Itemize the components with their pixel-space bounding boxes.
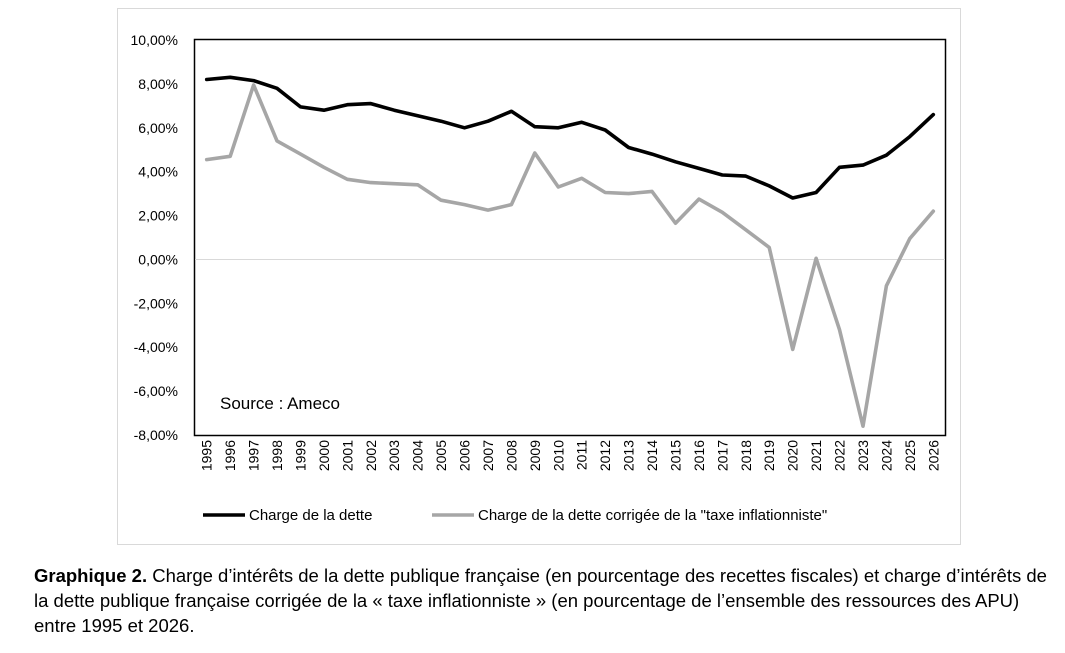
x-tick-label: 2019 (761, 440, 777, 471)
x-tick-label: 2012 (597, 440, 613, 471)
x-tick-label: 2004 (410, 440, 426, 471)
x-tick-label: 1997 (246, 440, 262, 471)
plot-area (193, 38, 947, 437)
caption-label: Graphique 2. (34, 565, 148, 586)
y-tick-label: 4,00% (138, 164, 178, 180)
legend: Charge de la dette Charge de la dette cor… (203, 507, 827, 524)
series-line-charge-de-la-dette (204, 75, 936, 200)
caption-text: Charge d’intérêts de la dette publique f… (34, 565, 1047, 636)
x-tick-label: 2026 (925, 440, 941, 471)
x-tick-label: 2005 (433, 440, 449, 471)
y-tick-label: -4,00% (134, 339, 178, 355)
x-tick-label: 2009 (527, 440, 543, 471)
x-tick-label: 1995 (199, 440, 215, 471)
x-tick-label: 2011 (574, 440, 590, 470)
x-tick-label: 2016 (691, 440, 707, 471)
x-tick-label: 2021 (808, 440, 824, 471)
y-tick-label: 2,00% (138, 208, 178, 224)
chart: 10,00% 8,00% 6,00% 4,00% 2,00% 0,00% -2,00% -4,… (117, 8, 961, 545)
x-tick-label: 1998 (269, 440, 285, 471)
legend-label: Charge de la dette (249, 507, 372, 524)
y-tick-label: -2,00% (134, 295, 178, 311)
x-tick-label: 2008 (503, 440, 519, 471)
x-tick-label: 2025 (902, 440, 918, 471)
x-tick-label: 2000 (316, 440, 332, 471)
y-tick-label: -8,00% (134, 427, 178, 443)
x-tick-label: 2003 (386, 440, 402, 471)
x-tick-label: 1996 (222, 440, 238, 471)
x-tick-label: 2001 (339, 440, 355, 471)
y-tick-label: 8,00% (138, 76, 178, 92)
x-tick-label: 2022 (832, 440, 848, 471)
x-tick-label: 2017 (714, 440, 730, 471)
figure-caption: Graphique 2. Charge d’intérêts de la det… (34, 563, 1054, 638)
y-tick-label: 6,00% (138, 120, 178, 136)
y-tick-label: 10,00% (131, 32, 178, 48)
x-tick-label: 2007 (480, 440, 496, 471)
y-tick-label: -6,00% (134, 383, 178, 399)
x-tick-label: 2018 (738, 440, 754, 471)
legend-label: Charge de la dette corrigée de la "taxe … (478, 507, 827, 524)
x-tick-label: 1999 (292, 440, 308, 471)
x-tick-label: 2024 (878, 440, 894, 471)
x-tick-label: 2006 (457, 440, 473, 471)
x-tick-label: 2013 (621, 440, 637, 471)
x-tick-label: 2002 (363, 440, 379, 471)
x-tick-label: 2015 (667, 440, 683, 471)
x-tick-label: 2023 (855, 440, 871, 471)
x-tick-label: 2020 (785, 440, 801, 471)
series-line-charge-corrigee (204, 83, 936, 429)
series-lines (204, 75, 936, 429)
source-annotation: Source : Ameco (220, 394, 340, 413)
x-axis-ticks: 1995 1996 1997 1998 1999 2000 2001 2002 2003 2004… (199, 440, 942, 471)
x-tick-label: 2010 (550, 440, 566, 471)
y-axis-ticks: 10,00% 8,00% 6,00% 4,00% 2,00% 0,00% -2,00% -4,… (131, 32, 178, 443)
y-tick-label: 0,00% (138, 251, 178, 267)
x-tick-label: 2014 (644, 440, 660, 471)
